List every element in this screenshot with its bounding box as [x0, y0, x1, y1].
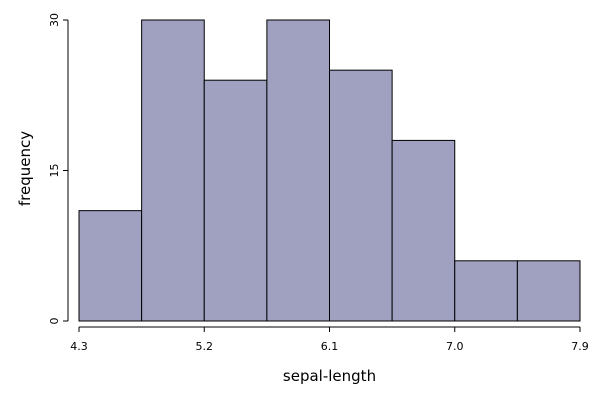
bar-6 — [454, 260, 518, 322]
y-tick-label-0: 0 — [48, 318, 61, 325]
x-axis-title: sepal-length — [283, 367, 376, 385]
bar-3 — [266, 19, 330, 322]
y-tick-label-1: 15 — [48, 164, 61, 178]
x-tick-label-0: 4.3 — [70, 340, 88, 353]
bar-1 — [141, 19, 205, 322]
y-axis-title: frequency — [16, 131, 34, 206]
bar-5 — [391, 139, 456, 322]
bar-2 — [203, 79, 268, 322]
x-ticks-group: 4.3 5.2 6.1 7.0 7.9 — [70, 327, 589, 353]
x-tick-label-3: 7.0 — [446, 340, 464, 353]
bars-group — [78, 19, 581, 322]
bar-7 — [516, 260, 581, 322]
y-tick-label-2: 30 — [48, 13, 61, 27]
y-ticks-group: 0 15 30 — [48, 13, 68, 325]
bar-0 — [78, 210, 143, 322]
x-tick-label-4: 7.9 — [571, 340, 589, 353]
x-tick-label-2: 6.1 — [321, 340, 339, 353]
x-tick-label-1: 5.2 — [196, 340, 214, 353]
bar-4 — [329, 69, 393, 322]
